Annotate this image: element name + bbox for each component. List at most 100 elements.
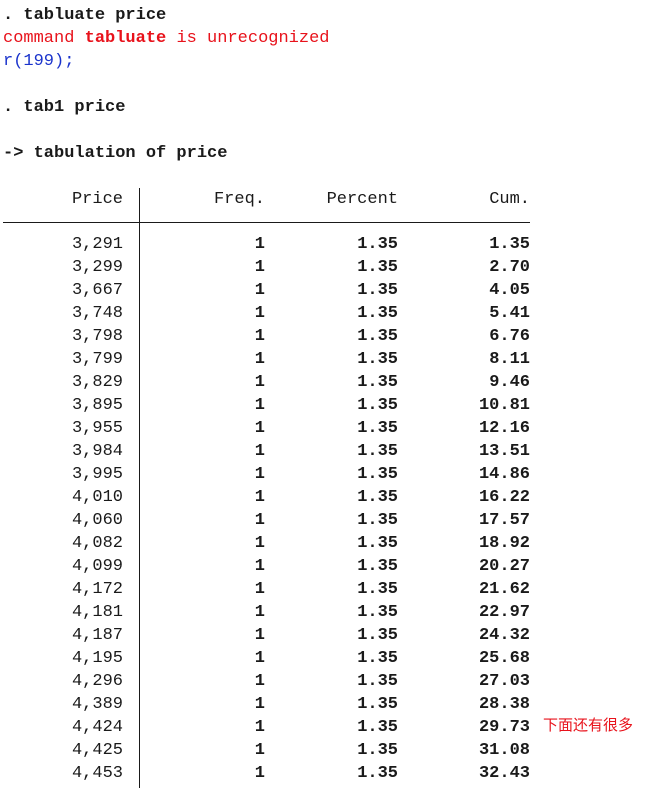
cell-percent: 1.35 [357,419,398,438]
cell-percent: 1.35 [357,511,398,530]
cell-freq: 1 [254,626,265,645]
cell-cum: 16.22 [478,488,530,507]
cell-price: 3,748 [71,304,123,323]
cell-price: 4,195 [71,649,123,668]
cell-price: 4,425 [71,741,123,760]
cell-percent: 1.35 [357,304,398,323]
cell-cum: 1.35 [489,235,530,254]
cell-cum: 5.41 [489,304,530,323]
cell-freq: 1 [254,672,265,691]
cell-freq: 1 [254,373,265,392]
cell-freq: 1 [254,258,265,277]
cell-price: 3,667 [71,281,123,300]
cell-price: 3,829 [71,373,123,392]
cell-freq: 1 [254,764,265,783]
cell-freq: 1 [254,465,265,484]
cell-percent: 1.35 [357,557,398,576]
cell-freq: 1 [254,235,265,254]
cell-percent: 1.35 [357,649,398,668]
cell-price: 4,389 [71,695,123,714]
cell-percent: 1.35 [357,258,398,277]
cell-percent: 1.35 [357,603,398,622]
cell-freq: 1 [254,327,265,346]
cell-freq: 1 [254,281,265,300]
cell-cum: 12.16 [478,419,530,438]
error-prefix: command [3,29,85,48]
cell-freq: 1 [254,741,265,760]
cell-percent: 1.35 [357,488,398,507]
cell-percent: 1.35 [357,626,398,645]
cell-cum: 25.68 [478,649,530,668]
cell-cum: 24.32 [478,626,530,645]
cell-cum: 32.43 [478,764,530,783]
cell-freq: 1 [254,442,265,461]
cell-cum: 28.38 [478,695,530,714]
cell-percent: 1.35 [357,350,398,369]
cell-percent: 1.35 [357,327,398,346]
cell-percent: 1.35 [357,741,398,760]
cell-percent: 1.35 [357,764,398,783]
cell-freq: 1 [254,718,265,737]
cell-percent: 1.35 [357,373,398,392]
cell-price: 4,099 [71,557,123,576]
annotation-note: 下面还有很多 [543,716,634,734]
cell-cum: 2.70 [489,258,530,277]
cell-price: 3,291 [71,235,123,254]
cell-cum: 8.11 [489,350,530,369]
cell-cum: 13.51 [478,442,530,461]
header-price: Price [71,190,123,209]
error-suffix: is unrecognized [166,29,330,48]
command-line-tab1: . tab1 price [3,98,126,117]
cell-cum: 20.27 [478,557,530,576]
cell-price: 3,799 [71,350,123,369]
cell-freq: 1 [254,557,265,576]
cell-price: 4,172 [71,580,123,599]
cell-cum: 4.05 [489,281,530,300]
cell-percent: 1.35 [357,534,398,553]
cell-cum: 10.81 [478,396,530,415]
cell-cum: 9.46 [489,373,530,392]
cell-cum: 17.57 [478,511,530,530]
cell-percent: 1.35 [357,695,398,714]
command-line-tabluate: . tabluate price [3,6,167,25]
header-cum: Cum. [489,190,530,209]
cell-price: 4,181 [71,603,123,622]
cell-price: 3,995 [71,465,123,484]
cell-cum: 27.03 [478,672,530,691]
cell-percent: 1.35 [357,281,398,300]
cell-cum: 22.97 [478,603,530,622]
cell-freq: 1 [254,695,265,714]
cell-price: 3,984 [71,442,123,461]
cell-percent: 1.35 [357,235,398,254]
cell-price: 3,895 [71,396,123,415]
cell-percent: 1.35 [357,465,398,484]
error-message: command tabluate is unrecognized [3,27,329,50]
cell-price: 4,187 [71,626,123,645]
header-freq: Freq. [213,190,265,209]
cell-cum: 31.08 [478,741,530,760]
cell-cum: 29.73 [478,718,530,737]
cell-percent: 1.35 [357,580,398,599]
cell-price: 4,082 [71,534,123,553]
cell-freq: 1 [254,603,265,622]
cell-price: 4,424 [71,718,123,737]
cell-cum: 21.62 [478,580,530,599]
cell-cum: 14.86 [478,465,530,484]
cell-price: 4,010 [71,488,123,507]
cell-cum: 6.76 [489,327,530,346]
cell-percent: 1.35 [357,672,398,691]
cell-freq: 1 [254,580,265,599]
table-vertical-divider [139,188,140,788]
cell-price: 4,453 [71,764,123,783]
cell-freq: 1 [254,488,265,507]
cell-price: 4,296 [71,672,123,691]
cell-price: 3,955 [71,419,123,438]
cell-freq: 1 [254,534,265,553]
cell-freq: 1 [254,396,265,415]
cell-price: 3,798 [71,327,123,346]
return-code-link[interactable]: r(199); [3,52,75,71]
cell-percent: 1.35 [357,396,398,415]
cell-percent: 1.35 [357,718,398,737]
cell-percent: 1.35 [357,442,398,461]
tabulation-title: -> tabulation of price [3,144,228,163]
